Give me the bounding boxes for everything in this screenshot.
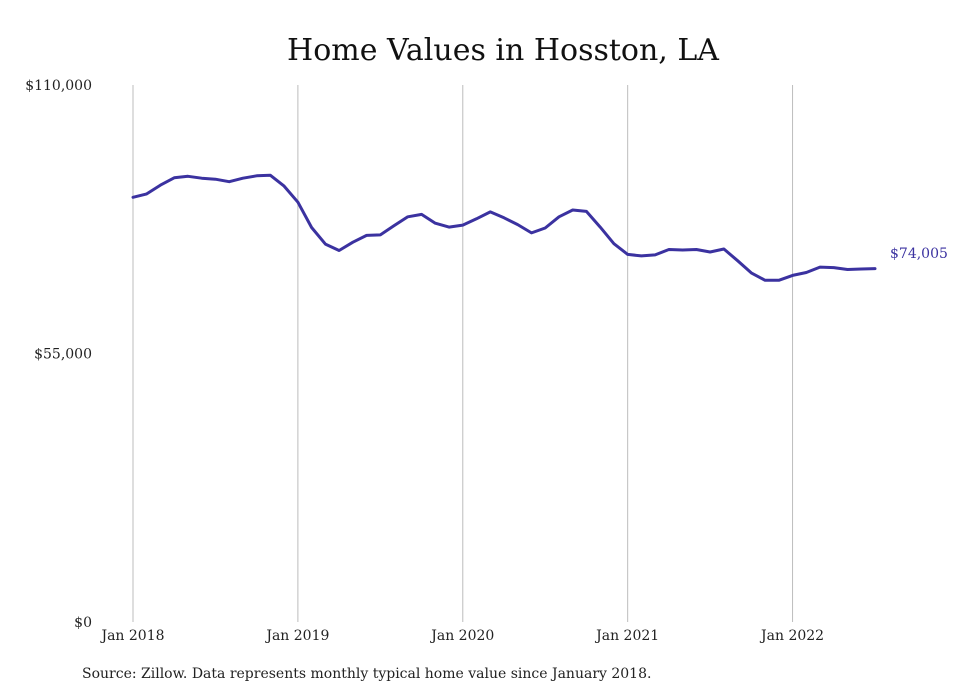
x-tick-label: Jan 2022 [759, 628, 824, 644]
x-tick-label: Jan 2020 [429, 628, 494, 644]
series-line [131, 173, 877, 282]
chart-title: Home Values in Hosston, LA [287, 33, 719, 68]
y-tick-label: $55,000 [34, 347, 92, 363]
series-layer [131, 173, 877, 282]
vertical-gridlines [132, 85, 794, 622]
end-value-label: $74,005 [890, 246, 948, 262]
y-tick-label: $110,000 [25, 78, 92, 94]
source-note: Source: Zillow. Data represents monthly … [82, 666, 652, 682]
x-tick-label: Jan 2018 [99, 628, 164, 644]
x-tick-label: Jan 2021 [594, 628, 659, 644]
x-tick-label: Jan 2019 [264, 628, 329, 644]
y-axis-tick-labels: $0 $55,000 $110,000 [25, 78, 92, 631]
y-tick-label: $0 [74, 615, 92, 631]
x-axis-tick-labels: Jan 2018 Jan 2019 Jan 2020 Jan 2021 Jan 2022 [99, 628, 824, 644]
